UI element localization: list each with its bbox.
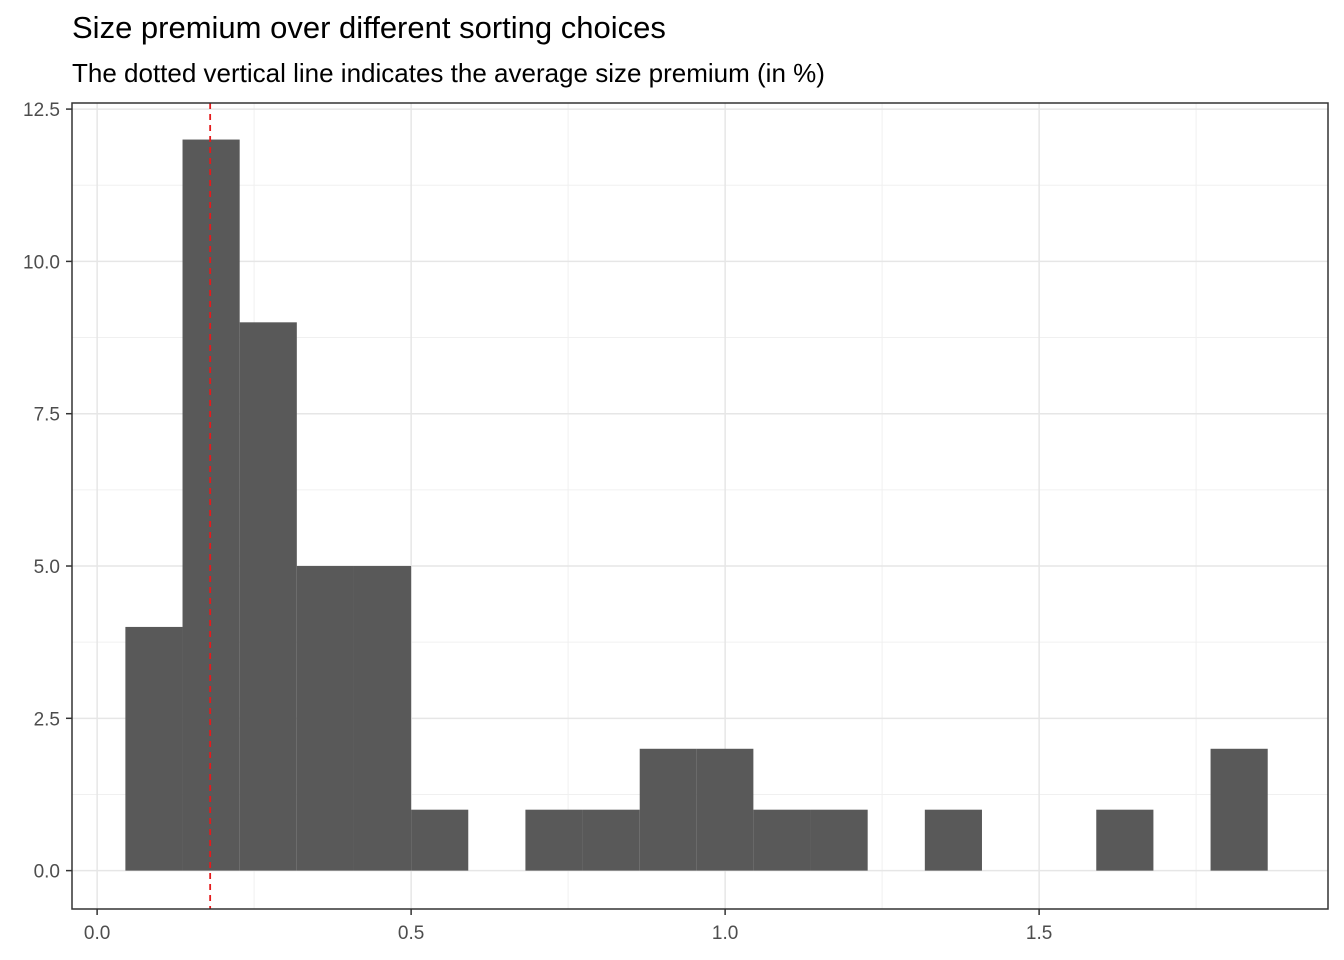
x-tick-label: 1.0 xyxy=(712,923,738,944)
histogram-bar xyxy=(239,322,297,871)
x-axis: 0.0 0.5 1.0 1.5 xyxy=(84,909,1052,944)
y-axis: 0.0 2.5 5.0 7.5 10.0 12.5 xyxy=(23,100,72,883)
histogram-bar xyxy=(296,566,354,871)
histogram-bar xyxy=(182,139,240,871)
y-tick-label: 2.5 xyxy=(34,709,60,730)
y-tick-label: 12.5 xyxy=(23,100,60,121)
histogram-bar xyxy=(582,809,640,871)
x-tick-label: 1.5 xyxy=(1026,923,1052,944)
chart-subtitle: The dotted vertical line indicates the a… xyxy=(72,58,825,88)
histogram-bar xyxy=(1096,809,1154,871)
y-tick-label: 0.0 xyxy=(34,862,60,883)
histogram-bar xyxy=(525,809,583,871)
y-tick-label: 5.0 xyxy=(34,557,60,578)
y-tick-label: 7.5 xyxy=(34,405,60,426)
histogram-bar xyxy=(125,626,183,871)
histogram-bars xyxy=(125,139,1268,871)
histogram-bar xyxy=(411,809,469,871)
histogram-bar xyxy=(810,809,868,871)
histogram-bar xyxy=(924,809,982,871)
histogram-bar xyxy=(753,809,811,871)
histogram-bar xyxy=(1210,748,1268,871)
y-tick-label: 10.0 xyxy=(23,252,60,273)
chart-title: Size premium over different sorting choi… xyxy=(72,10,666,45)
panel-border xyxy=(71,102,1329,910)
histogram-bar xyxy=(639,748,697,871)
x-tick-label: 0.5 xyxy=(398,923,424,944)
histogram-bar xyxy=(696,748,754,871)
histogram-bar xyxy=(353,566,412,871)
x-tick-label: 0.0 xyxy=(84,923,110,944)
